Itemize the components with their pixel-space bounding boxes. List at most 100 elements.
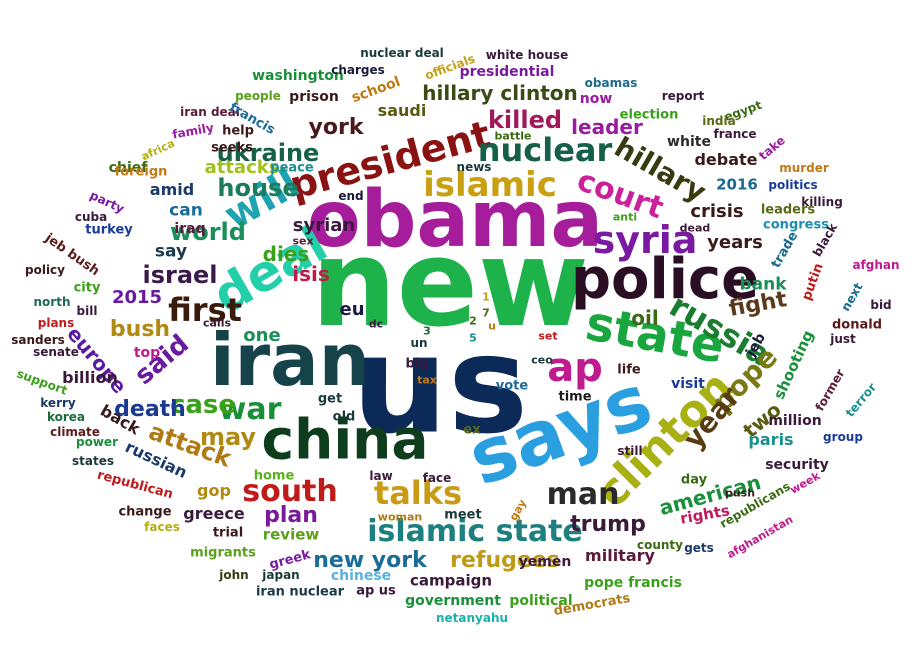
word: ukraine <box>216 139 320 167</box>
word: ap <box>547 345 603 391</box>
word: calls <box>202 316 232 330</box>
word: politics <box>768 178 818 192</box>
word: anti <box>612 210 638 224</box>
word: paris <box>748 430 794 449</box>
word: states <box>72 454 114 468</box>
word: bill <box>76 304 98 318</box>
word: dead <box>679 221 711 235</box>
word: nuclear <box>477 131 613 169</box>
word: syria <box>592 218 698 262</box>
word: big <box>405 356 429 372</box>
word: change <box>118 504 172 520</box>
word: islamic <box>423 165 557 205</box>
word: york <box>308 115 364 140</box>
word: greece <box>183 504 245 523</box>
word: white <box>667 134 711 150</box>
word: leader <box>571 115 643 139</box>
word: election <box>619 107 679 123</box>
word: chief <box>108 160 148 176</box>
word: murder <box>779 161 829 175</box>
word: un <box>410 336 428 350</box>
word: end <box>338 189 364 203</box>
word: group <box>823 430 863 444</box>
word: home <box>253 468 295 484</box>
word: get <box>317 391 343 407</box>
word: north <box>33 295 71 309</box>
word: islamic state <box>367 514 583 549</box>
word: yemen <box>518 554 572 570</box>
word: family <box>171 120 215 142</box>
word: putin <box>799 261 827 303</box>
word: law <box>369 469 393 483</box>
word: pope francis <box>584 575 682 591</box>
word: house <box>217 174 299 202</box>
word: support <box>14 366 70 398</box>
word: obamas <box>584 76 638 90</box>
word: south <box>242 474 338 509</box>
word: republican <box>95 467 175 503</box>
word: india <box>702 114 736 128</box>
word: billion <box>62 368 118 387</box>
word: peace <box>270 160 314 176</box>
word: new york <box>313 548 427 573</box>
word: debate <box>694 150 758 169</box>
word: us <box>351 306 529 464</box>
word: dies <box>262 242 310 266</box>
word: climate <box>50 425 100 439</box>
word: congress <box>763 217 829 233</box>
word: seeks <box>211 140 253 156</box>
word: now <box>579 91 613 107</box>
word: gop <box>197 481 231 500</box>
word: set <box>538 329 558 343</box>
word: former <box>812 366 848 414</box>
word: sex <box>292 234 314 248</box>
word: 2015 <box>111 287 163 308</box>
word: new <box>311 215 589 354</box>
word: day <box>680 472 708 488</box>
word: old <box>332 409 356 425</box>
word: million <box>768 413 822 429</box>
word: killing <box>801 195 843 209</box>
word: john <box>219 568 249 582</box>
word: security <box>765 457 829 473</box>
word: visit <box>671 376 705 392</box>
word: war <box>218 392 282 427</box>
word: isis <box>292 262 330 286</box>
word: killed <box>487 106 563 134</box>
word: white house <box>485 48 569 62</box>
word: presidential <box>459 64 555 80</box>
word: 3 <box>423 324 431 338</box>
word: israel <box>142 261 218 289</box>
word: next <box>838 280 866 314</box>
word: crisis <box>690 201 744 222</box>
word: meet <box>444 507 482 523</box>
word: campaign <box>409 571 493 590</box>
word: bush <box>109 317 171 342</box>
word: push <box>724 486 756 500</box>
word: trump <box>570 512 646 537</box>
word: obama <box>307 175 603 265</box>
word: charges <box>331 63 385 77</box>
word: u <box>488 319 496 333</box>
word: 2 <box>469 314 477 328</box>
word: people <box>235 89 281 103</box>
word: chinese <box>330 568 392 584</box>
word: woman <box>377 510 423 524</box>
word: review <box>262 525 320 544</box>
word: police <box>570 247 760 312</box>
word: just <box>830 332 856 346</box>
word: bank <box>739 274 787 295</box>
word: prison <box>289 89 339 105</box>
word: hillary clinton <box>422 81 578 105</box>
word: terror <box>842 380 880 420</box>
word: africa <box>139 136 177 164</box>
word: iran deal <box>180 105 240 119</box>
word: attacks <box>204 157 280 178</box>
word: case <box>169 390 237 420</box>
word: may <box>199 423 257 451</box>
word: afghan <box>852 258 900 272</box>
word: washington <box>252 68 344 84</box>
word: iran nuclear <box>255 584 345 600</box>
word: dc <box>368 317 384 331</box>
